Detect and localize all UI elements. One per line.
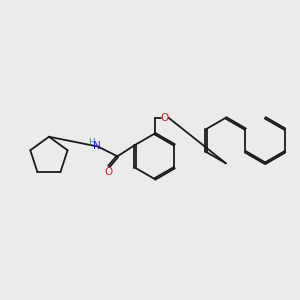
Text: O: O <box>105 167 113 177</box>
Text: O: O <box>161 113 169 123</box>
Text: N: N <box>93 141 101 151</box>
Text: H: H <box>88 138 94 147</box>
